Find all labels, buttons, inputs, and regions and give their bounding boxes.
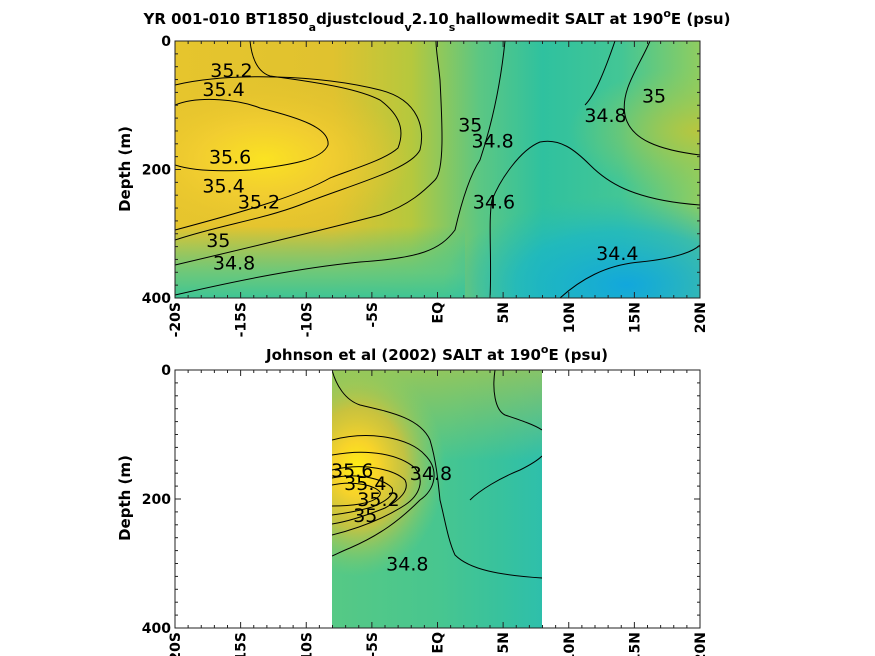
top-xticks: -20S -15S -10S -5S EQ 5N 10N 15N 20N bbox=[168, 302, 709, 337]
bottom-axis-ticks bbox=[174, 369, 701, 629]
x-tick-label: 20N bbox=[693, 302, 709, 333]
contour-label: 35.6 bbox=[331, 460, 373, 482]
contour-label: 34.8 bbox=[410, 463, 452, 485]
bottom-yticks: 0 200 400 bbox=[142, 363, 171, 637]
x-tick-label: EQ bbox=[431, 632, 447, 654]
x-tick-label: -20S bbox=[168, 302, 184, 337]
top-panel: 35.235.435.635.435.23534.83534.834.634.8… bbox=[116, 7, 730, 337]
x-tick-label: -15S bbox=[234, 632, 250, 656]
x-tick-label: -10S bbox=[299, 302, 315, 337]
x-tick-label: 15N bbox=[627, 302, 643, 333]
top-contour-lines bbox=[175, 41, 700, 298]
top-title: YR 001-010 BT1850adjustcloudv2.10shallow… bbox=[143, 7, 731, 34]
y-tick-label: 0 bbox=[161, 34, 171, 50]
bottom-ylabel: Depth (m) bbox=[116, 455, 134, 541]
y-tick-label: 400 bbox=[142, 621, 171, 637]
x-tick-label: -15S bbox=[234, 302, 250, 337]
x-tick-label: 5N bbox=[496, 632, 512, 653]
top-heatmap bbox=[175, 41, 700, 298]
x-tick-label: 15N bbox=[627, 632, 643, 656]
contour-label: 35 bbox=[353, 505, 377, 527]
x-tick-label: -5S bbox=[365, 632, 381, 656]
x-tick-label: 20N bbox=[693, 632, 709, 656]
contour-label: 34.8 bbox=[584, 105, 626, 127]
contour-label: 35.2 bbox=[238, 192, 280, 214]
y-tick-label: 200 bbox=[142, 492, 171, 508]
bottom-panel: 35.635.435.235 34.8 34.8 Johnson et al (20… bbox=[116, 343, 709, 656]
bottom-title: Johnson et al (2002) SALT at 190oE (psu) bbox=[265, 343, 608, 364]
contour-label: 35.6 bbox=[209, 147, 251, 169]
contour-label: 34.8 bbox=[471, 131, 513, 153]
contour-label: 34.6 bbox=[473, 192, 515, 214]
y-tick-label: 200 bbox=[142, 163, 171, 179]
bottom-xticks: -20S -15S -10S -5S EQ 5N 10N 15N 20N bbox=[168, 632, 709, 656]
contour-label: 35 bbox=[458, 115, 482, 137]
contour-label: 34.4 bbox=[596, 243, 638, 265]
contour-label: 34.8 bbox=[386, 554, 428, 576]
y-tick-label: 0 bbox=[161, 363, 171, 379]
x-tick-label: 10N bbox=[562, 302, 578, 333]
bottom-contour-lines bbox=[332, 370, 542, 579]
bottom-contour-labels: 35.635.435.235 34.8 34.8 bbox=[331, 460, 452, 576]
contour-label: 35.2 bbox=[357, 489, 399, 511]
bottom-heatmap bbox=[332, 370, 542, 628]
x-tick-label: 5N bbox=[496, 302, 512, 323]
contour-label: 34.8 bbox=[213, 253, 255, 275]
top-axis-ticks bbox=[174, 40, 701, 299]
x-tick-label: -5S bbox=[365, 302, 381, 328]
y-tick-label: 400 bbox=[142, 291, 171, 307]
contour-label: 35.4 bbox=[202, 79, 244, 101]
x-tick-label: EQ bbox=[431, 302, 447, 324]
contour-label: 35.4 bbox=[344, 473, 386, 495]
contour-label: 35.2 bbox=[210, 60, 252, 82]
top-yticks: 0 200 400 bbox=[142, 34, 171, 307]
x-tick-label: -20S bbox=[168, 632, 184, 656]
contour-label: 35 bbox=[642, 86, 666, 108]
x-tick-label: 10N bbox=[562, 632, 578, 656]
contour-label: 35 bbox=[206, 230, 230, 252]
x-tick-label: -10S bbox=[299, 632, 315, 656]
contour-label: 35.4 bbox=[202, 176, 244, 198]
top-contour-labels: 35.235.435.635.435.23534.83534.834.634.8… bbox=[202, 60, 666, 275]
top-ylabel: Depth (m) bbox=[116, 126, 134, 212]
